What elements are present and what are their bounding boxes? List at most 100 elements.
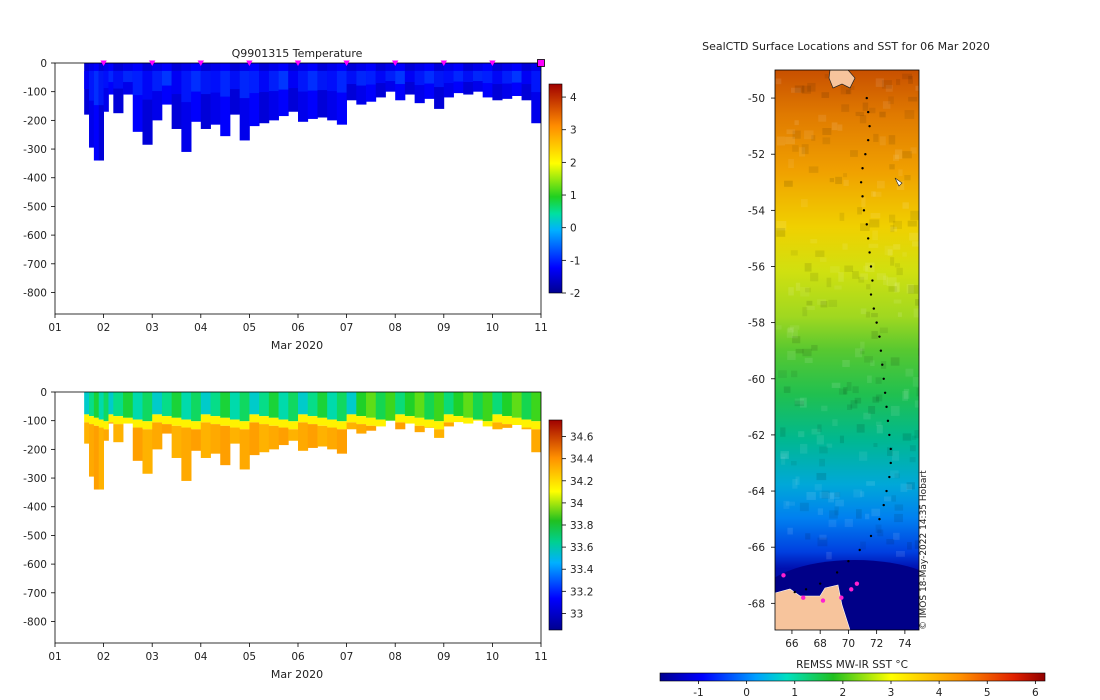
sst-pixel xyxy=(788,158,794,169)
salinity-surface-layer xyxy=(123,392,134,418)
temperature-x-label: Mar 2020 xyxy=(271,339,323,352)
sst-pixel xyxy=(911,435,917,440)
profile-marker xyxy=(440,60,447,66)
sst-pixel xyxy=(909,232,919,241)
salinity-y-tick-label: -400 xyxy=(23,502,47,514)
track-point xyxy=(818,582,822,585)
salinity-surface-layer xyxy=(93,392,100,418)
sst-pixel xyxy=(799,502,809,512)
track-point xyxy=(875,321,878,324)
salinity-deep-layer xyxy=(346,422,357,430)
track-point xyxy=(885,489,888,493)
track-point xyxy=(862,209,866,212)
sst-pixel xyxy=(897,312,902,317)
temperature-profile-column xyxy=(210,63,221,125)
sst-pixel xyxy=(871,508,881,517)
sst-colorbar-label: REMSS MW-IR SST °C xyxy=(796,659,908,671)
sst-pixel xyxy=(811,135,816,141)
sst-pixel xyxy=(816,472,827,481)
temperature-profile-column xyxy=(307,63,318,119)
salinity-deep-layer xyxy=(502,424,513,428)
sst-pixel xyxy=(890,225,895,233)
sst-pixel xyxy=(873,443,878,448)
track-point xyxy=(869,534,873,538)
sst-pixel xyxy=(904,110,915,119)
salinity-y-tick-label: -800 xyxy=(23,616,47,628)
track-point xyxy=(888,475,891,479)
temperature-profile-column xyxy=(317,63,328,118)
temperature-profile-column xyxy=(531,63,541,124)
sst-pixel xyxy=(856,424,865,433)
salinity-transition xyxy=(482,421,493,427)
temperature-upper-band xyxy=(298,71,309,92)
sst-pixel xyxy=(822,127,832,135)
map-lon-tick-label: 72 xyxy=(870,638,883,650)
sst-pixel xyxy=(811,344,818,351)
salinity-transition xyxy=(249,414,260,423)
track-point xyxy=(835,571,839,574)
sst-pixel xyxy=(843,179,849,186)
temperature-upper-band xyxy=(103,71,109,89)
salinity-y-tick-label: -600 xyxy=(23,559,47,571)
map-lat-tick-label: -52 xyxy=(748,149,765,161)
sst-pixel xyxy=(861,197,866,207)
sst-pixel xyxy=(888,286,898,292)
sst-pixel xyxy=(776,228,786,237)
temperature-upper-band xyxy=(200,71,211,95)
temperature-upper-band xyxy=(482,71,493,84)
salinity-deep-layer xyxy=(132,427,143,461)
track-point xyxy=(861,167,864,170)
profile-marker xyxy=(294,60,302,66)
salinity-surface-layer xyxy=(220,392,231,418)
sst-pixel xyxy=(821,92,830,98)
sst-pixel xyxy=(907,542,912,550)
salinity-deep-layer xyxy=(171,425,182,458)
salinity-transition xyxy=(113,416,124,425)
temperature-y-tick-label: -400 xyxy=(23,173,47,185)
temperature-upper-band xyxy=(152,71,163,92)
sst-pixel xyxy=(805,287,811,293)
sst-pixel xyxy=(892,220,903,230)
salinity-deep-layer xyxy=(336,429,347,454)
salinity-colorbar-ticks: 34.6 34.4 34.2 34 33.8 33.6 33.4 33.2 33 xyxy=(562,432,594,620)
temperature-y-tick-label: -600 xyxy=(23,230,47,242)
salinity-surface-layer xyxy=(152,392,163,415)
salinity-transition xyxy=(171,417,182,426)
salinity-surface-layer xyxy=(132,392,143,420)
sst-pixel xyxy=(869,219,880,228)
track-point xyxy=(889,447,892,451)
sst-pixel xyxy=(869,107,876,114)
salinity-section-panel: 0 -100 -200 -300 -400 -500 -600 -700 -800 01 02 03… xyxy=(23,387,594,681)
sst-pixel xyxy=(785,501,795,506)
profile-marker xyxy=(489,60,496,66)
sst-pixel xyxy=(817,537,828,547)
track-point xyxy=(883,391,887,395)
sst-pixel xyxy=(845,89,852,95)
salinity-surface-layer xyxy=(443,392,454,415)
sst-pixel xyxy=(863,412,871,420)
sst-pixel xyxy=(776,136,786,146)
track-point xyxy=(869,265,873,268)
sst-pixel xyxy=(828,492,834,503)
sst-pixel xyxy=(876,273,886,280)
temperature-colorbar-ticks: 4 3 2 1 0 -1 -2 xyxy=(562,92,580,300)
sst-colorbar-tick-label: 1 xyxy=(791,687,798,699)
track-point xyxy=(868,251,871,254)
salinity-transition xyxy=(191,421,202,430)
sst-pixel xyxy=(791,329,798,339)
salinity-surface-layer xyxy=(108,392,114,415)
sst-pixel xyxy=(790,87,801,93)
salinity-transition xyxy=(511,417,522,425)
temperature-upper-band xyxy=(181,71,192,103)
sst-pixel xyxy=(798,431,805,438)
sst-pixel xyxy=(838,272,844,282)
sst-pixel xyxy=(867,375,872,384)
sst-pixel xyxy=(846,381,852,391)
sst-pixel xyxy=(915,299,919,306)
sst-pixel xyxy=(894,504,904,511)
sst-pixel xyxy=(872,396,880,403)
salinity-deep-layer xyxy=(327,427,338,450)
sst-pixel xyxy=(821,490,830,499)
salinity-surface-layer xyxy=(424,392,435,420)
